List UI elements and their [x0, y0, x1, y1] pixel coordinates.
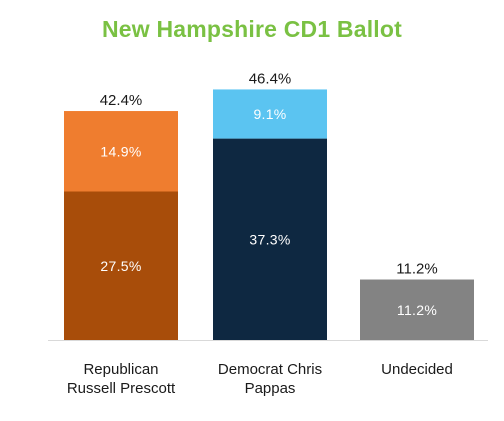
- data-label-1-2: 14.9%: [100, 143, 141, 159]
- data-label-1-1: 27.5%: [100, 258, 141, 274]
- total-label-2: 46.4%: [249, 70, 292, 87]
- category-label-line: Russell Prescott: [67, 380, 176, 397]
- category-label-1: Republican Russell Prescott: [67, 361, 176, 397]
- category-label-3: Undecided: [381, 361, 453, 378]
- bar-segment-3-1: [360, 279, 474, 340]
- category-label-line: Pappas: [245, 380, 296, 397]
- total-label-3: 11.2%: [396, 261, 437, 278]
- data-label-3-1: 11.2%: [397, 302, 437, 318]
- bar-segment-2-1: [213, 138, 327, 340]
- total-label-1: 42.4%: [100, 92, 143, 109]
- bar-segment-1-2: [64, 111, 178, 192]
- category-label-line: Undecided: [381, 361, 453, 378]
- data-label-2-2: 9.1%: [253, 106, 286, 122]
- category-label-line: Democrat Chris: [218, 361, 322, 378]
- data-label-2-1: 37.3%: [249, 231, 290, 247]
- bar-segment-2-2: [213, 89, 327, 139]
- category-label-line: Republican: [83, 361, 158, 378]
- category-label-2: Democrat Chris Pappas: [218, 361, 322, 397]
- chart-title: New Hampshire CD1 Ballot: [101, 16, 403, 42]
- bar-segment-1-1: [64, 191, 178, 340]
